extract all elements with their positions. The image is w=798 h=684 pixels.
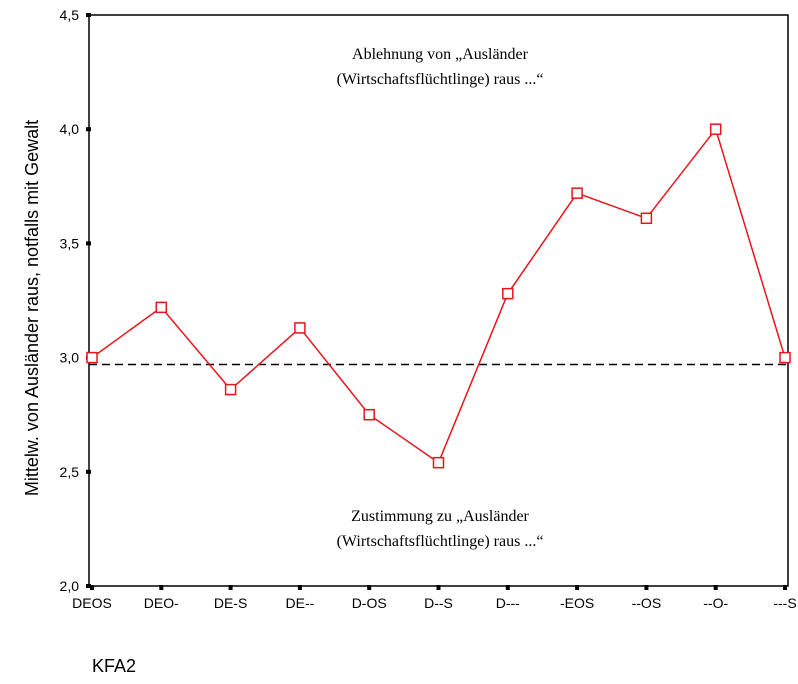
x-tick-label: DEO- [144,595,179,611]
x-tick-label: D--- [496,595,520,611]
x-tick-mark [505,585,510,590]
y-axis-label: Mittelw. von Ausländer raus, notfalls mi… [22,120,42,496]
x-axis: DEOS DEO- DE-S DE-- D-OS D--S D--- -EOS --OS --O-… [72,585,797,611]
x-tick-mark [90,585,94,590]
series-line [91,127,786,464]
y-tick-label: 3,0 [60,350,80,366]
plot-frame [88,14,789,587]
y-tick-label: 3,5 [60,235,80,251]
x-tick-label: --O- [703,595,728,611]
annotation-bottom-line-2: (Wirtschaftsflüchtlinge) raus ...“ [337,533,544,550]
data-point-marker [294,322,306,334]
y-axis: 2,0 2,5 3,0 3,5 4,0 4,5 [60,7,91,594]
y-tick-mark [86,241,91,246]
data-point-marker [709,123,722,135]
y-tick-label: 4,0 [60,121,80,137]
x-tick-label: ---S [773,595,796,611]
x-tick-label: D-OS [352,595,387,611]
x-tick-mark [644,585,649,590]
y-tick-mark [86,469,91,474]
x-tick-label: D--S [424,595,453,611]
data-point-marker [155,301,168,314]
x-tick-label: DE-S [214,595,247,611]
x-tick-label: -EOS [560,595,594,611]
x-tick-mark [228,585,233,590]
y-tick-label: 2,5 [60,464,80,480]
y-tick-mark [86,584,91,588]
x-axis-title: KFA2 [92,656,136,676]
x-tick-mark [159,585,164,590]
annotation-bottom-line-1: Zustimmung zu „Ausländer [351,508,529,525]
data-point-marker [640,212,653,225]
x-tick-mark [297,585,302,590]
data-point-marker [86,351,98,364]
series-markers [86,123,791,469]
data-point-marker [502,287,514,300]
data-point-marker [571,187,583,199]
y-tick-label: 2,0 [60,578,80,594]
x-tick-mark [575,585,580,590]
data-point-marker [432,456,445,469]
annotation-top-line-2: (Wirtschaftsflüchtlinge) raus ...“ [337,71,544,88]
y-tick-mark [86,13,91,17]
x-tick-mark [783,585,787,590]
x-tick-mark [713,585,718,590]
y-tick-mark [86,127,91,132]
x-tick-mark [436,585,441,590]
annotation-top-line-1: Ablehnung von „Ausländer [352,46,529,63]
x-tick-mark [367,585,372,590]
x-tick-label: DEOS [72,595,112,611]
x-tick-label: DE-- [286,595,315,611]
x-tick-label: --OS [632,595,662,611]
data-point-marker [779,351,791,364]
data-point-marker [363,408,375,421]
data-point-marker [224,383,237,396]
y-tick-label: 4,5 [60,7,80,23]
